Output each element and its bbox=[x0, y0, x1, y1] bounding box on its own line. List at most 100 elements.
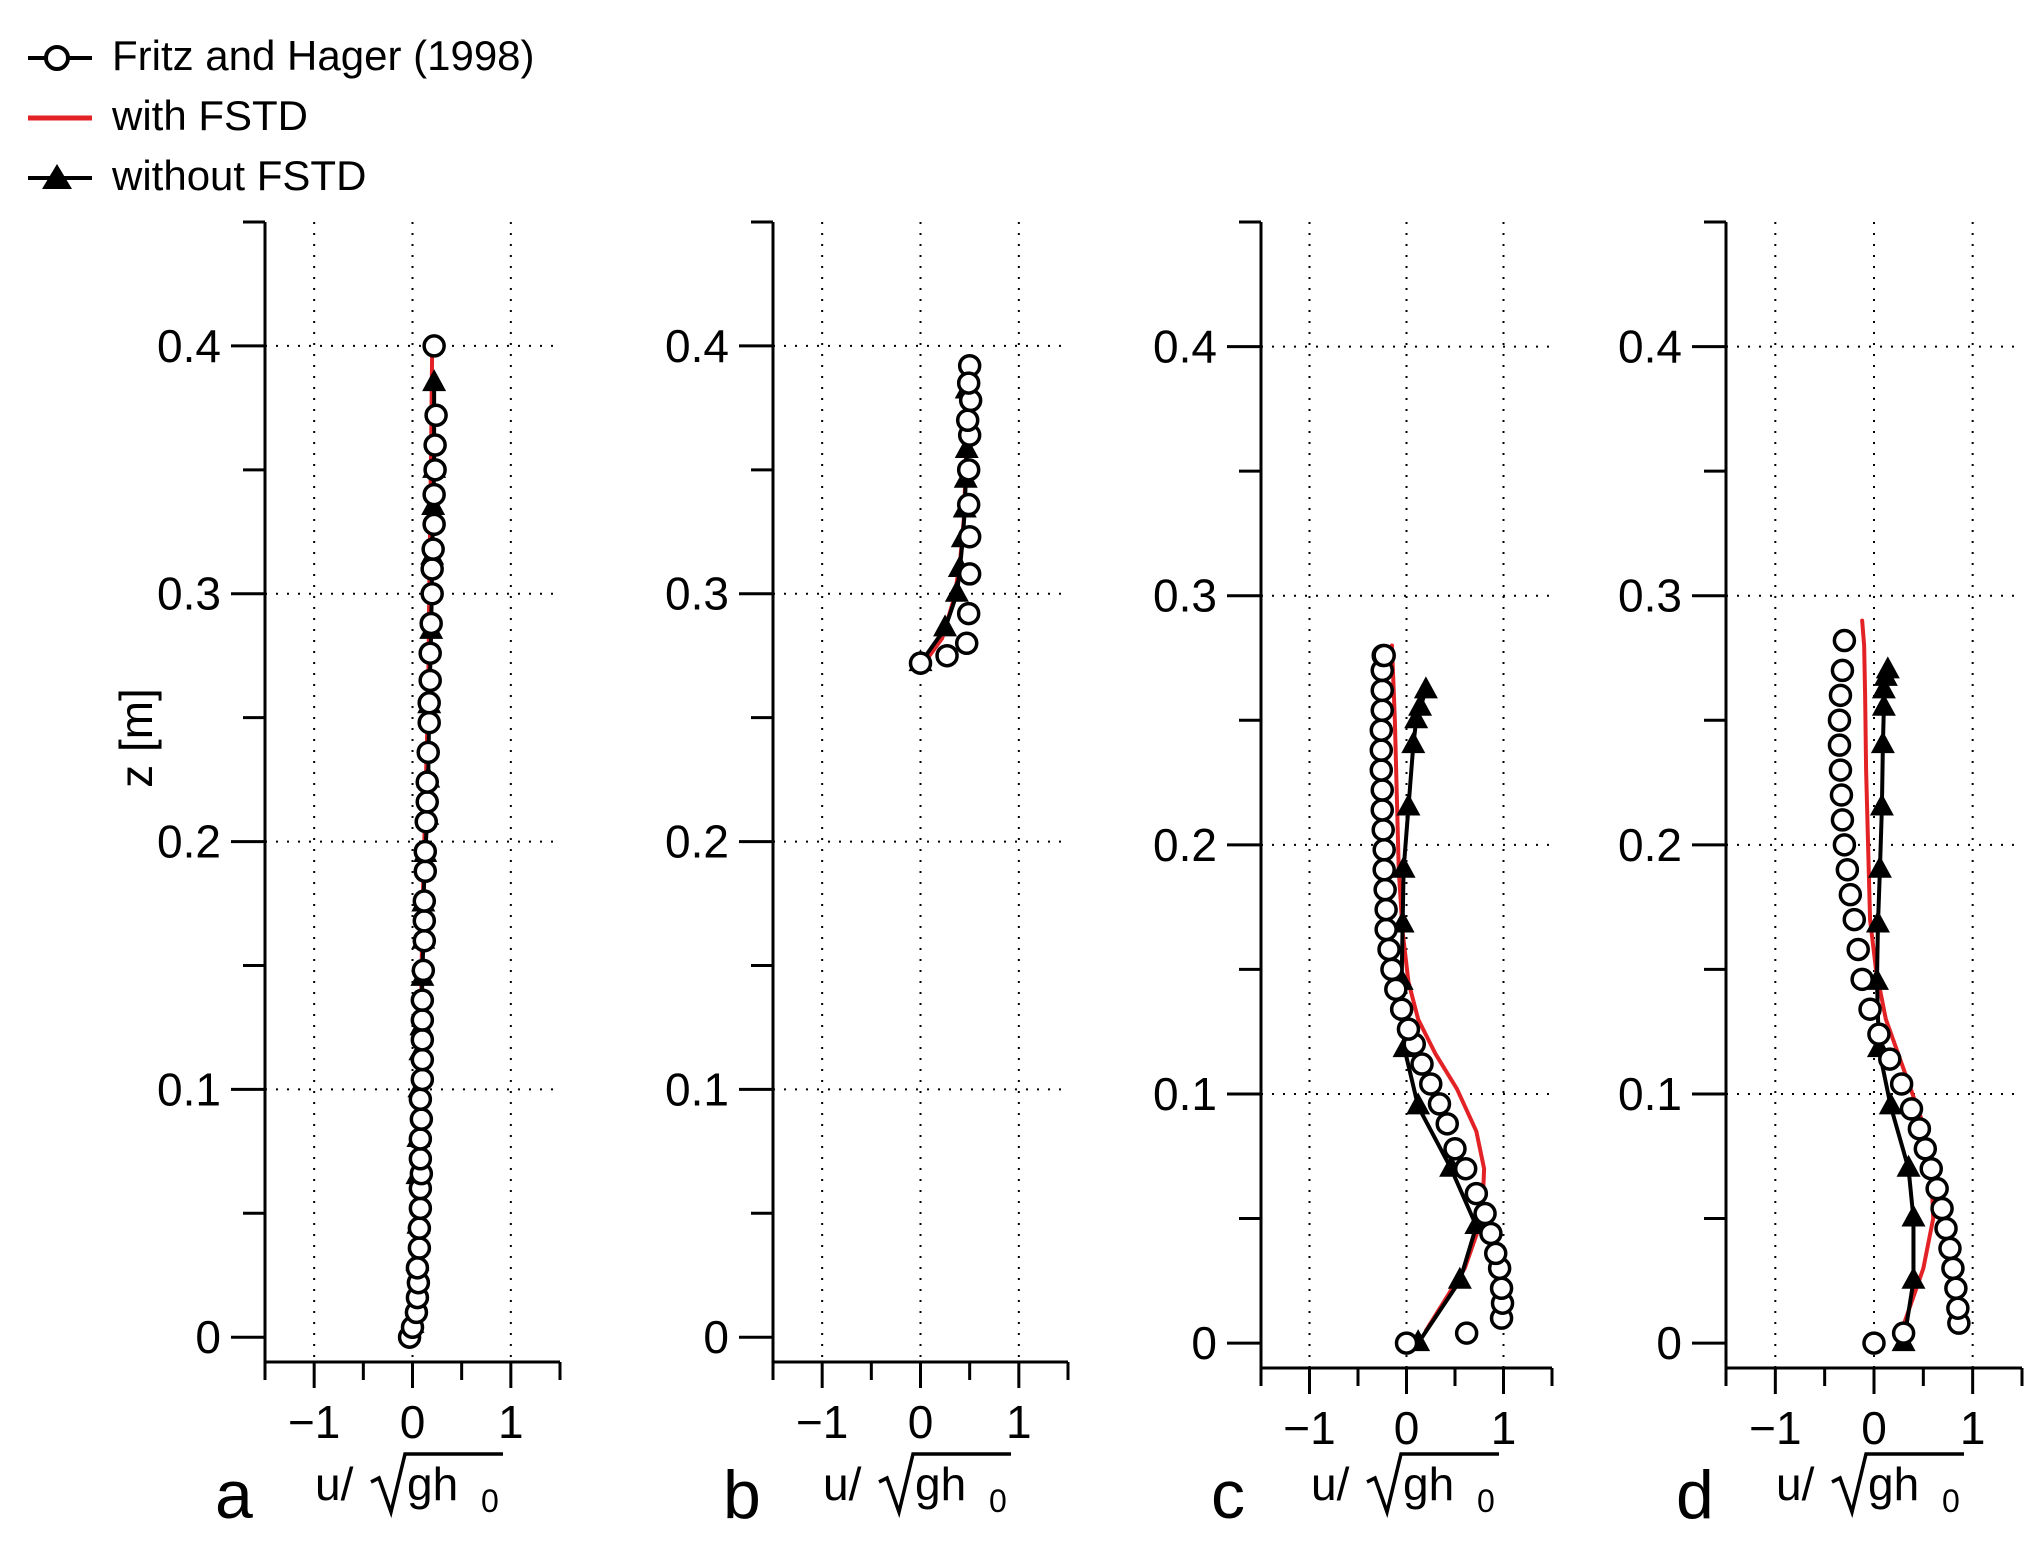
experiment-point bbox=[418, 641, 442, 665]
panel-c-xlabel: u/ gh 0 bbox=[1311, 1452, 1499, 1519]
experiment-point bbox=[957, 524, 982, 549]
panel-c-series bbox=[1369, 643, 1515, 1355]
xlabel-subscript: 0 bbox=[989, 1483, 1007, 1519]
xtick-label: −1 bbox=[288, 1396, 340, 1448]
without-fstd-point bbox=[1447, 1266, 1472, 1289]
xtick-label: 1 bbox=[1491, 1402, 1517, 1454]
experiment-point bbox=[420, 557, 444, 581]
panel-c-xtick-labels: −1 0 1 bbox=[1283, 1402, 1516, 1454]
experiment-point bbox=[419, 611, 443, 636]
experiment-point bbox=[408, 1147, 433, 1171]
experiment-point bbox=[412, 909, 437, 933]
ytick-label: 0 bbox=[195, 1311, 221, 1363]
legend-item-without-fstd: without FSTD bbox=[28, 152, 366, 199]
experiment-point bbox=[1464, 1181, 1489, 1206]
xlabel-u: u/ bbox=[1311, 1458, 1350, 1510]
experiment-point bbox=[422, 334, 446, 358]
experiment-point bbox=[415, 790, 439, 814]
experiment-point bbox=[424, 403, 448, 428]
experiment-point bbox=[1830, 808, 1855, 832]
experiment-point bbox=[410, 988, 435, 1012]
panel-label: a bbox=[215, 1457, 253, 1533]
without-fstd-point bbox=[1401, 731, 1426, 754]
experiment-point bbox=[1389, 997, 1414, 1022]
ytick-label: 0.2 bbox=[157, 816, 221, 868]
without-fstd-point bbox=[954, 436, 979, 458]
panel-d-xlabel: u/ gh 0 bbox=[1776, 1452, 1964, 1519]
ytick-label: 0.4 bbox=[157, 320, 221, 372]
experiment-point bbox=[418, 668, 442, 693]
experiment-point bbox=[1443, 1137, 1467, 1161]
experiment-point bbox=[1410, 1052, 1434, 1076]
experiment-point bbox=[1846, 937, 1870, 962]
experiment-point bbox=[1372, 838, 1396, 862]
legend-label-experiment: Fritz and Hager (1998) bbox=[112, 32, 535, 79]
panel-b-grid bbox=[773, 222, 1068, 1362]
panel-a-xtick-labels: −1 0 1 bbox=[288, 1396, 524, 1448]
without-fstd-point bbox=[1404, 706, 1429, 729]
experiment-point bbox=[1938, 1236, 1962, 1261]
ytick-label: 0.1 bbox=[1618, 1068, 1682, 1120]
panel-label: b bbox=[723, 1457, 761, 1533]
xtick-label: 0 bbox=[1861, 1402, 1887, 1454]
without-fstd-point bbox=[1869, 793, 1894, 816]
experiment-point bbox=[405, 1256, 430, 1280]
experiment-point bbox=[421, 537, 445, 561]
xlabel-radicand: gh bbox=[915, 1458, 966, 1510]
experiment-point bbox=[1941, 1256, 1965, 1281]
ytick-label: 0.3 bbox=[157, 568, 221, 620]
without-fstd-point bbox=[944, 579, 969, 602]
experiment-point bbox=[1372, 643, 1396, 668]
experiment-point bbox=[1828, 758, 1853, 782]
without-fstd-point bbox=[1896, 1154, 1921, 1177]
without-fstd-point bbox=[1867, 855, 1892, 878]
experiment-point bbox=[1919, 1156, 1943, 1181]
experiment-point bbox=[1473, 1201, 1497, 1226]
experiment-point bbox=[1891, 1321, 1916, 1345]
experiment-point bbox=[1374, 917, 1398, 942]
experiment-point bbox=[1483, 1241, 1508, 1266]
xlabel-radicand: gh bbox=[1868, 1458, 1919, 1510]
experiment-point bbox=[1479, 1221, 1503, 1246]
triangle-marker-icon bbox=[42, 164, 72, 189]
experiment-point bbox=[1946, 1296, 1970, 1320]
panel-a-ytick-labels: 0 0.1 0.2 0.3 0.4 bbox=[157, 320, 221, 1363]
xlabel-subscript: 0 bbox=[481, 1483, 499, 1519]
experiment-point bbox=[1832, 833, 1857, 857]
experiment-point bbox=[410, 1067, 435, 1092]
experiment-point bbox=[1369, 718, 1394, 742]
experiment-point bbox=[411, 958, 436, 983]
y-axis-label: z [m] bbox=[110, 688, 162, 788]
panel-b-ytick-labels: 0 0.1 0.2 0.3 0.4 bbox=[665, 320, 729, 1363]
experiment-point bbox=[1454, 1321, 1479, 1345]
panel-d-series bbox=[1827, 618, 1971, 1355]
without-fstd-point bbox=[1870, 731, 1895, 754]
xtick-label: 0 bbox=[1394, 1402, 1420, 1454]
experiment-point bbox=[415, 770, 439, 794]
panel-label: c bbox=[1211, 1457, 1245, 1533]
panel-b-axes bbox=[739, 220, 1070, 1388]
xtick-label: −1 bbox=[1749, 1402, 1801, 1454]
experiment-point bbox=[1377, 937, 1401, 962]
experiment-point bbox=[408, 1087, 433, 1112]
experiment-point bbox=[1858, 997, 1882, 1022]
panel-c-axes bbox=[1227, 220, 1554, 1394]
without-fstd-point bbox=[1871, 676, 1896, 699]
experiment-point bbox=[1925, 1176, 1949, 1201]
panel-c-ytick-labels: 0 0.1 0.2 0.3 0.4 bbox=[1153, 321, 1217, 1370]
experiment-point bbox=[1867, 1022, 1891, 1046]
panel-a-xlabel: u/ gh 0 bbox=[315, 1452, 503, 1519]
experiment-point bbox=[954, 631, 979, 656]
panel-d: 0 0.1 0.2 0.3 0.4 −1 0 1 d u/ gh 0 bbox=[1618, 220, 2024, 1533]
legend-label-without-fstd: without FSTD bbox=[111, 152, 366, 199]
panel-b-series bbox=[908, 353, 983, 675]
experiment-point bbox=[956, 458, 981, 482]
experiment-point bbox=[1384, 977, 1408, 1002]
experiment-point bbox=[1889, 1072, 1914, 1096]
experiment-point bbox=[1370, 698, 1394, 723]
experiment-point bbox=[422, 512, 446, 537]
experiment-point bbox=[417, 691, 441, 715]
experiment-point bbox=[412, 889, 437, 913]
xtick-label: 0 bbox=[400, 1396, 426, 1448]
panel-a: 0 0.1 0.2 0.3 0.4 −1 0 1 a u/ gh 0 bbox=[157, 220, 562, 1533]
